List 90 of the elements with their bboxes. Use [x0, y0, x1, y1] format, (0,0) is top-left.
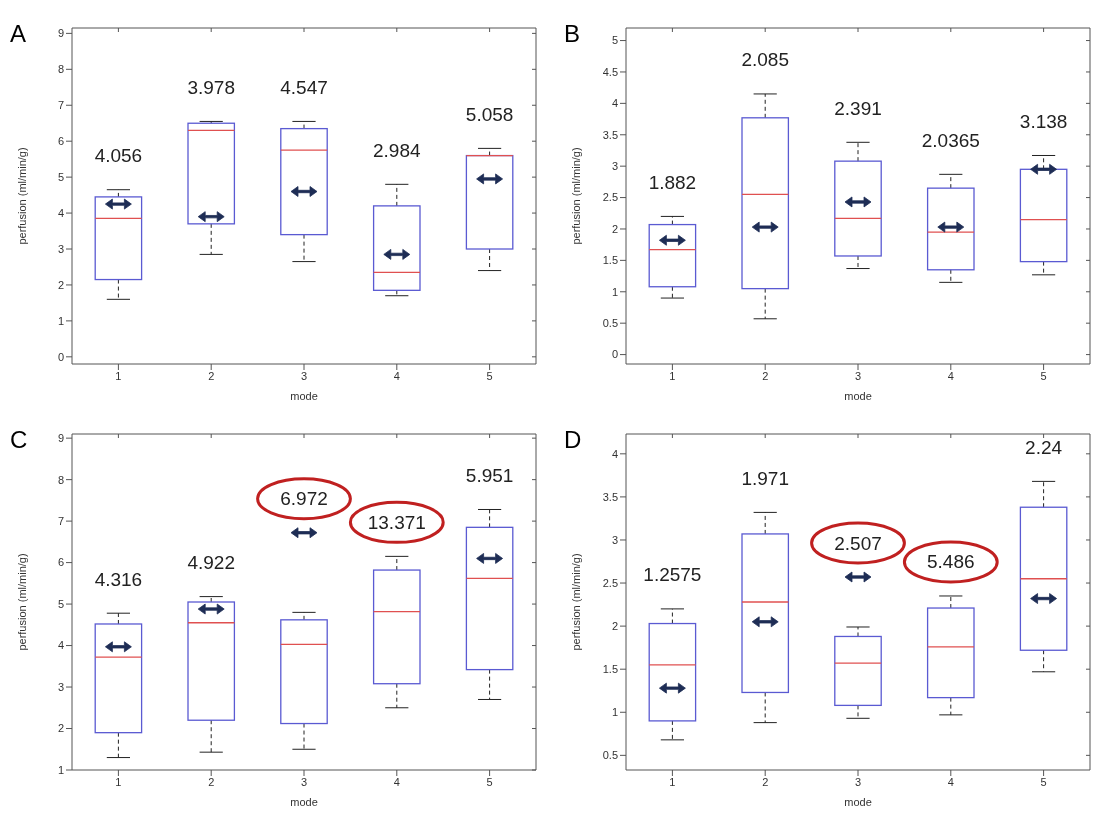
y-tick-label: 9 — [57, 27, 64, 40]
annotation: 4.547 — [280, 76, 328, 98]
x-axis-title: mode — [290, 796, 318, 808]
y-axis-title: perfusion (ml/min/g) — [569, 147, 582, 245]
y-tick-label: 1 — [611, 706, 618, 719]
x-tick-label: 3 — [854, 369, 862, 382]
y-tick-label: 3 — [57, 242, 64, 255]
x-axis-title: mode — [844, 796, 872, 808]
y-tick-label: 3 — [57, 680, 64, 693]
x-tick-label: 2 — [208, 775, 215, 788]
y-tick-label: 3 — [611, 533, 618, 546]
annotation: 1.971 — [741, 467, 789, 489]
x-tick-label: 4 — [947, 775, 954, 788]
x-tick-label: 5 — [1040, 369, 1047, 382]
x-tick-label: 5 — [486, 369, 493, 382]
annotation: 5.058 — [465, 103, 514, 125]
annotation: 2.0365 — [921, 129, 980, 151]
annotation: 6.972 — [280, 488, 328, 510]
y-tick-label: 1 — [57, 314, 64, 327]
x-tick-label: 4 — [393, 775, 400, 788]
y-tick-label: 4 — [57, 639, 64, 652]
y-tick-label: 2 — [57, 722, 64, 735]
y-tick-label: 5 — [57, 171, 64, 184]
y-tick-label: 9 — [57, 432, 64, 445]
y-tick-label: 2.5 — [602, 191, 618, 204]
annotation: 3.138 — [1019, 110, 1068, 132]
y-tick-label: 3 — [611, 160, 618, 173]
x-tick-label: 2 — [762, 775, 769, 788]
x-tick-label: 5 — [486, 775, 493, 788]
y-axis-title: perfusion (ml/min/g) — [569, 553, 582, 651]
chart-title: C — [10, 426, 28, 454]
y-tick-label: 8 — [57, 473, 64, 486]
y-tick-label: 7 — [57, 515, 64, 528]
x-tick-label: 2 — [208, 369, 215, 382]
y-axis-title: perfusion (ml/min/g) — [15, 553, 28, 651]
x-tick-label: 4 — [393, 369, 400, 382]
y-tick-label: 1.5 — [602, 663, 618, 676]
y-tick-label: 0 — [57, 350, 64, 363]
x-axis-title: mode — [844, 390, 872, 402]
y-tick-label: 2 — [611, 620, 618, 633]
x-tick-label: 2 — [762, 369, 769, 382]
x-tick-label: 1 — [115, 369, 122, 382]
annotation: 4.922 — [187, 552, 235, 574]
annotation: 2.391 — [834, 97, 882, 119]
y-tick-label: 0.5 — [602, 317, 618, 330]
x-tick-label: 1 — [669, 369, 676, 382]
x-tick-label: 4 — [947, 369, 954, 382]
annotation: 5.486 — [927, 551, 975, 573]
y-tick-label: 5 — [611, 34, 618, 47]
x-tick-label: 3 — [300, 369, 308, 382]
chart-title: B — [564, 20, 581, 48]
annotation: 2.984 — [373, 139, 422, 161]
y-tick-label: 1.5 — [602, 254, 618, 267]
annotation: 1.882 — [648, 171, 697, 193]
chart-title: A — [10, 20, 27, 48]
annotation: 2.24 — [1025, 436, 1063, 458]
annotation: 13.371 — [367, 511, 426, 533]
x-tick-label: 1 — [669, 775, 676, 788]
annotation: 2.507 — [834, 532, 882, 554]
y-tick-label: 4 — [57, 206, 64, 219]
y-tick-label: 5 — [57, 597, 64, 610]
y-tick-label: 2 — [611, 222, 618, 235]
y-axis-title: perfusion (ml/min/g) — [15, 147, 28, 245]
y-tick-label: 6 — [57, 135, 64, 148]
x-tick-label: 3 — [854, 775, 862, 788]
annotation: 5.951 — [465, 465, 514, 486]
x-tick-label: 1 — [115, 775, 122, 788]
annotation: 3.978 — [187, 76, 235, 98]
x-axis-title: mode — [290, 390, 318, 402]
annotation: 4.056 — [94, 145, 143, 167]
y-tick-label: 1 — [57, 763, 64, 776]
y-tick-label: 4 — [611, 447, 618, 460]
y-tick-label: 0.5 — [602, 749, 618, 762]
x-tick-label: 5 — [1040, 775, 1047, 788]
annotation: 4.316 — [94, 568, 143, 590]
y-tick-label: 4.5 — [602, 65, 618, 78]
y-tick-label: 2 — [57, 278, 64, 291]
annotation: 1.2575 — [643, 564, 702, 586]
y-tick-label: 0 — [611, 348, 618, 361]
y-tick-label: 2.5 — [602, 576, 618, 589]
annotation: 2.085 — [741, 49, 789, 71]
y-tick-label: 4 — [611, 97, 618, 110]
x-tick-label: 3 — [300, 775, 308, 788]
y-tick-label: 8 — [57, 63, 64, 76]
y-tick-label: 3.5 — [602, 128, 618, 141]
y-tick-label: 7 — [57, 99, 64, 112]
y-tick-label: 3.5 — [602, 490, 618, 503]
y-tick-label: 6 — [57, 556, 64, 569]
y-tick-label: 1 — [611, 285, 618, 298]
chart-title: D — [564, 426, 582, 454]
